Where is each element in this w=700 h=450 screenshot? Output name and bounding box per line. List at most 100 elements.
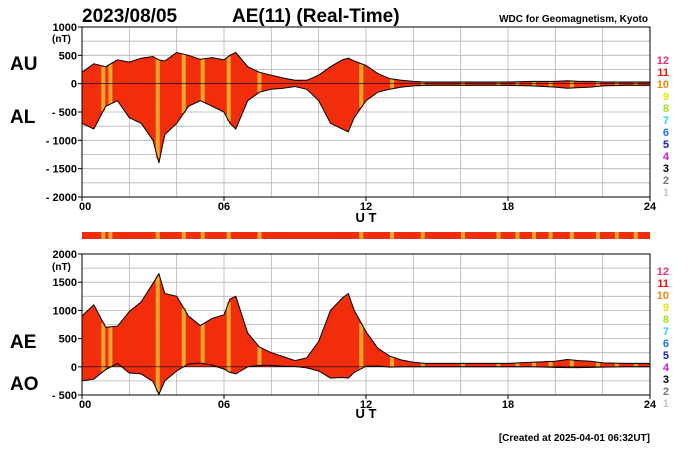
au-label: AU	[10, 54, 37, 75]
highlight-stripe	[359, 63, 364, 108]
highlight-stripe	[155, 59, 160, 159]
strip-highlight	[595, 232, 600, 239]
y-tick-label: 500	[59, 334, 77, 346]
highlight-stripe	[390, 356, 395, 368]
highlight-stripe	[515, 362, 520, 367]
x-tick-label: 24	[644, 201, 657, 213]
x-tick-label: 18	[502, 201, 514, 213]
y-tick-label: - 500	[52, 107, 77, 119]
x-tick-label: 06	[218, 201, 230, 213]
highlight-stripe	[200, 58, 205, 102]
station-count-strip	[82, 232, 650, 239]
y-tick-label: 1000	[53, 305, 77, 317]
strip-highlight	[569, 232, 574, 239]
highlight-stripe	[532, 362, 537, 367]
strip-highlight	[390, 232, 395, 239]
highlight-stripe	[257, 347, 262, 366]
legend-item-5: 5	[663, 350, 669, 362]
strip-highlight	[496, 232, 501, 239]
highlight-stripe	[633, 363, 638, 367]
y-tick-label: 1000	[53, 22, 77, 34]
legend-item-10: 10	[657, 290, 669, 302]
highlight-stripe	[108, 326, 113, 368]
strip-highlight	[548, 232, 553, 239]
x-tick-label: 24	[644, 399, 657, 411]
legend-item-11: 11	[657, 278, 669, 290]
y-tick-label: 0	[71, 362, 77, 374]
x-tick-label: 00	[79, 201, 91, 213]
al-label: AL	[10, 107, 36, 128]
highlight-stripe	[226, 56, 231, 122]
y-tick-label: - 1000	[46, 135, 77, 147]
highlight-stripe	[569, 359, 574, 368]
x-tick-label: 12	[360, 201, 372, 213]
legend-item-6: 6	[663, 127, 669, 139]
highlight-stripe	[595, 362, 600, 368]
highlight-stripe	[461, 363, 466, 367]
strip-highlight	[359, 232, 364, 239]
highlight-stripe	[595, 81, 600, 87]
xlabel-top: U T	[356, 210, 377, 225]
legend-item-9: 9	[663, 91, 669, 103]
legend-item-2: 2	[663, 175, 669, 187]
legend-item-3: 3	[663, 163, 669, 175]
ae-label: AE	[10, 332, 36, 353]
highlight-stripe	[548, 361, 553, 368]
highlight-stripe	[181, 308, 186, 367]
legend-item-4: 4	[663, 151, 670, 163]
strip-background	[82, 232, 650, 239]
highlight-stripe	[101, 66, 106, 111]
xlabel-bottom: U T	[356, 406, 377, 421]
legend-item-7: 7	[663, 115, 669, 127]
legend-item-4: 4	[663, 362, 670, 374]
y-tick-label: - 2000	[46, 192, 77, 204]
highlight-stripe	[548, 81, 553, 87]
strip-highlight	[461, 232, 466, 239]
y-tick-label: - 500	[52, 390, 77, 402]
strip-highlight	[515, 232, 520, 239]
y-tick-label: 2000	[53, 249, 77, 261]
series-line-al	[81, 84, 650, 164]
unit-label-bottom: (nT)	[52, 262, 71, 273]
x-tick-label: 06	[218, 399, 230, 411]
strip-highlight	[420, 232, 425, 239]
series-line-au	[81, 51, 650, 83]
strip-highlight	[226, 232, 231, 239]
legend-item-8: 8	[663, 103, 669, 115]
highlight-stripe	[155, 275, 160, 392]
highlight-stripe	[257, 72, 262, 93]
highlight-stripe	[101, 322, 106, 372]
legend-item-1: 1	[663, 187, 669, 199]
created-timestamp: [Created at 2025-04-01 06:32UT]	[499, 433, 650, 444]
y-tick-label: 0	[71, 79, 77, 91]
legend-item-1: 1	[663, 398, 669, 410]
legend-item-9: 9	[663, 302, 669, 314]
legend-item-6: 6	[663, 338, 669, 350]
strip-highlight	[257, 232, 262, 239]
y-tick-label: - 1500	[46, 164, 77, 176]
strip-highlight	[614, 232, 619, 239]
highlight-stripe	[359, 323, 364, 369]
strip-highlight	[181, 232, 186, 239]
series-area-ae	[82, 273, 650, 367]
strip-highlight	[155, 232, 160, 239]
highlight-stripe	[614, 363, 619, 367]
x-tick-label: 00	[79, 399, 91, 411]
legend-item-7: 7	[663, 326, 669, 338]
ao-label: AO	[10, 374, 39, 395]
unit-label-top: (nT)	[52, 34, 71, 45]
index-title: AE(11) (Real-Time)	[232, 6, 400, 27]
legend-item-12: 12	[657, 55, 669, 67]
highlight-stripe	[226, 302, 231, 372]
x-tick-label: 12	[360, 399, 372, 411]
strip-highlight	[200, 232, 205, 239]
highlight-stripe	[200, 324, 205, 364]
x-tick-label: 18	[502, 399, 514, 411]
legend-item-5: 5	[663, 139, 669, 151]
strip-highlight	[101, 232, 106, 239]
highlight-stripe	[108, 63, 113, 105]
